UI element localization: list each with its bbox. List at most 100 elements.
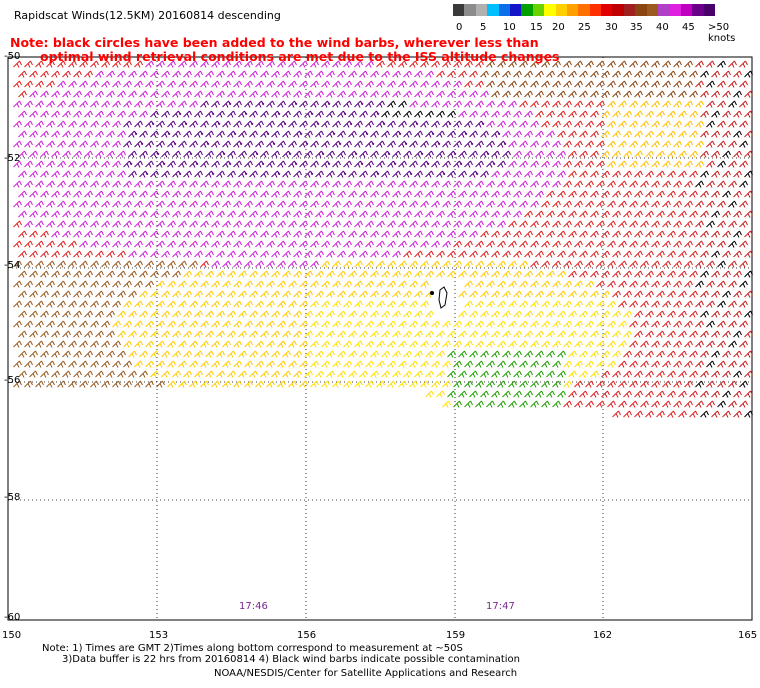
wind-barb bbox=[563, 120, 572, 128]
wind-barb bbox=[134, 320, 143, 328]
wind-barb bbox=[84, 290, 93, 298]
wind-barb bbox=[475, 260, 484, 268]
wind-barb bbox=[480, 350, 489, 358]
wind-barb bbox=[205, 270, 214, 278]
wind-barb bbox=[337, 250, 346, 258]
wind-barb bbox=[601, 250, 610, 258]
wind-barb bbox=[84, 270, 93, 278]
wind-barb bbox=[244, 300, 253, 308]
wind-barb bbox=[645, 230, 654, 238]
wind-barb bbox=[161, 150, 170, 158]
wind-barb bbox=[277, 200, 286, 208]
wind-barb bbox=[706, 340, 715, 348]
wind-barb bbox=[480, 330, 489, 338]
wind-barb bbox=[266, 280, 275, 288]
wind-barb bbox=[535, 350, 544, 358]
wind-barb bbox=[464, 120, 473, 128]
wind-barb bbox=[640, 160, 649, 168]
wind-barb bbox=[574, 260, 583, 268]
wind-barb bbox=[354, 120, 363, 128]
wind-barb bbox=[249, 170, 258, 178]
wind-barb-pennant bbox=[343, 111, 347, 115]
wind-barb bbox=[271, 310, 280, 318]
wind-barb bbox=[134, 360, 143, 368]
wind-barb bbox=[651, 280, 660, 288]
wind-barb bbox=[563, 180, 572, 188]
wind-barb bbox=[607, 260, 616, 268]
wind-barb bbox=[530, 380, 539, 388]
wind-barb bbox=[46, 340, 55, 348]
wind-barb bbox=[678, 290, 687, 298]
wind-barb bbox=[623, 330, 632, 338]
wind-barb bbox=[634, 110, 643, 118]
wind-barb bbox=[249, 330, 258, 338]
wind-barb bbox=[238, 190, 247, 198]
wind-barb bbox=[722, 390, 731, 398]
wind-barb bbox=[607, 400, 616, 408]
wind-barb bbox=[123, 380, 132, 388]
wind-barb bbox=[156, 380, 165, 388]
wind-barb bbox=[101, 220, 110, 228]
wind-barb bbox=[711, 370, 720, 378]
wind-barb bbox=[167, 160, 176, 168]
wind-barb bbox=[480, 250, 489, 258]
wind-barb bbox=[618, 160, 627, 168]
wind-barb bbox=[35, 200, 44, 208]
wind-barb bbox=[200, 280, 209, 288]
wind-barb bbox=[255, 120, 264, 128]
wind-barb bbox=[57, 120, 66, 128]
wind-barb bbox=[194, 150, 203, 158]
wind-barb bbox=[409, 140, 418, 148]
wind-barb bbox=[552, 100, 561, 108]
wind-barb bbox=[293, 110, 302, 118]
wind-barb bbox=[728, 200, 737, 208]
wind-barb bbox=[18, 370, 27, 378]
wind-barb bbox=[634, 330, 643, 338]
wind-barb bbox=[574, 320, 583, 328]
wind-barb bbox=[684, 260, 693, 268]
wind-barb bbox=[409, 60, 418, 68]
wind-barb bbox=[662, 200, 671, 208]
wind-barb bbox=[222, 120, 231, 128]
wind-barb bbox=[266, 100, 275, 108]
wind-barb bbox=[519, 100, 528, 108]
wind-barb bbox=[574, 180, 583, 188]
wind-barb bbox=[227, 150, 236, 158]
wind-barb bbox=[403, 90, 412, 98]
wind-barb bbox=[35, 320, 44, 328]
wind-barb bbox=[255, 240, 264, 248]
wind-barb-pennant bbox=[140, 141, 144, 145]
wind-barb bbox=[585, 240, 594, 248]
wind-barb bbox=[420, 340, 429, 348]
wind-barb bbox=[205, 130, 214, 138]
wind-barb bbox=[315, 290, 324, 298]
wind-barb bbox=[315, 130, 324, 138]
wind-barb bbox=[634, 370, 643, 378]
wind-barb bbox=[508, 380, 517, 388]
wind-barb bbox=[238, 330, 247, 338]
wind-barb bbox=[238, 350, 247, 358]
wind-barb bbox=[200, 80, 209, 88]
wind-barb bbox=[524, 90, 533, 98]
wind-barb bbox=[601, 90, 610, 98]
wind-barb bbox=[117, 270, 126, 278]
wind-barb bbox=[57, 340, 66, 348]
wind-barb bbox=[728, 100, 737, 108]
wind-barb bbox=[640, 360, 649, 368]
wind-barb bbox=[271, 270, 280, 278]
wind-barb bbox=[447, 110, 456, 118]
wind-barb bbox=[491, 250, 500, 258]
wind-barb bbox=[612, 70, 621, 78]
wind-barb bbox=[546, 130, 555, 138]
wind-barb bbox=[222, 340, 231, 348]
wind-barb bbox=[183, 250, 192, 258]
wind-barb bbox=[711, 130, 720, 138]
wind-barb bbox=[189, 300, 198, 308]
wind-barb bbox=[128, 350, 137, 358]
wind-barb bbox=[640, 80, 649, 88]
wind-barb bbox=[348, 270, 357, 278]
wind-barb bbox=[535, 70, 544, 78]
wind-barb bbox=[689, 350, 698, 358]
wind-barb bbox=[744, 370, 753, 378]
wind-barb bbox=[266, 240, 275, 248]
